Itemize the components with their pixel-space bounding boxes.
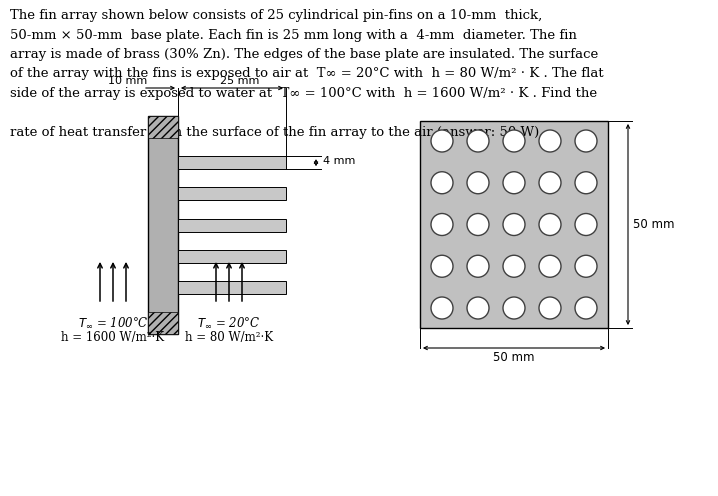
Text: 10 mm: 10 mm (108, 76, 147, 86)
Text: array is made of brass (30% Zn). The edges of the base plate are insulated. The : array is made of brass (30% Zn). The edg… (10, 48, 598, 61)
Circle shape (575, 172, 597, 194)
Circle shape (539, 172, 561, 194)
Bar (178, 249, 286, 263)
Circle shape (431, 172, 453, 194)
Circle shape (539, 297, 561, 319)
Circle shape (575, 213, 597, 236)
Text: h = 80 W/m²·K: h = 80 W/m²·K (185, 331, 273, 344)
Text: $T_\infty$ = 20°C: $T_\infty$ = 20°C (197, 316, 261, 330)
Circle shape (431, 213, 453, 236)
Text: 50 mm: 50 mm (633, 218, 674, 231)
Text: rate of heat transfer from the surface of the fin array to the air (answer: 50 W: rate of heat transfer from the surface o… (10, 126, 544, 139)
Circle shape (539, 255, 561, 277)
Text: side of the array is exposed to water at  T∞ = 100°C with  h = 1600 W/m² · K . F: side of the array is exposed to water at… (10, 87, 597, 100)
Circle shape (503, 130, 525, 152)
Text: The fin array shown below consists of 25 cylindrical pin-fins on a 10-mm  thick,: The fin array shown below consists of 25… (10, 9, 542, 22)
Text: 50-mm × 50-mm  base plate. Each fin is 25 mm long with a  4-mm  diameter. The fi: 50-mm × 50-mm base plate. Each fin is 25… (10, 28, 577, 42)
Bar (148, 116, 178, 334)
Circle shape (503, 255, 525, 277)
Bar (178, 219, 286, 232)
Bar (178, 187, 286, 200)
Circle shape (503, 297, 525, 319)
Circle shape (431, 255, 453, 277)
Circle shape (503, 172, 525, 194)
Circle shape (431, 130, 453, 152)
Circle shape (467, 130, 489, 152)
Bar (148, 312, 178, 334)
Circle shape (539, 130, 561, 152)
Circle shape (467, 172, 489, 194)
Circle shape (467, 213, 489, 236)
Bar (420, 121, 608, 328)
Text: $T_\infty$ = 100°C: $T_\infty$ = 100°C (78, 316, 149, 330)
Circle shape (503, 213, 525, 236)
Circle shape (431, 297, 453, 319)
Text: 25 mm: 25 mm (220, 76, 259, 86)
Circle shape (539, 213, 561, 236)
Text: 4 mm: 4 mm (323, 156, 355, 166)
Bar (178, 156, 286, 169)
Circle shape (575, 297, 597, 319)
Circle shape (575, 130, 597, 152)
Text: of the array with the fins is exposed to air at  T∞ = 20°C with  h = 80 W/m² · K: of the array with the fins is exposed to… (10, 67, 604, 80)
Circle shape (575, 255, 597, 277)
Text: 50 mm: 50 mm (493, 351, 535, 364)
Bar (148, 116, 178, 138)
Text: h = 1600 W/m²·K: h = 1600 W/m²·K (62, 331, 164, 344)
Bar (178, 281, 286, 294)
Circle shape (467, 255, 489, 277)
Circle shape (467, 297, 489, 319)
